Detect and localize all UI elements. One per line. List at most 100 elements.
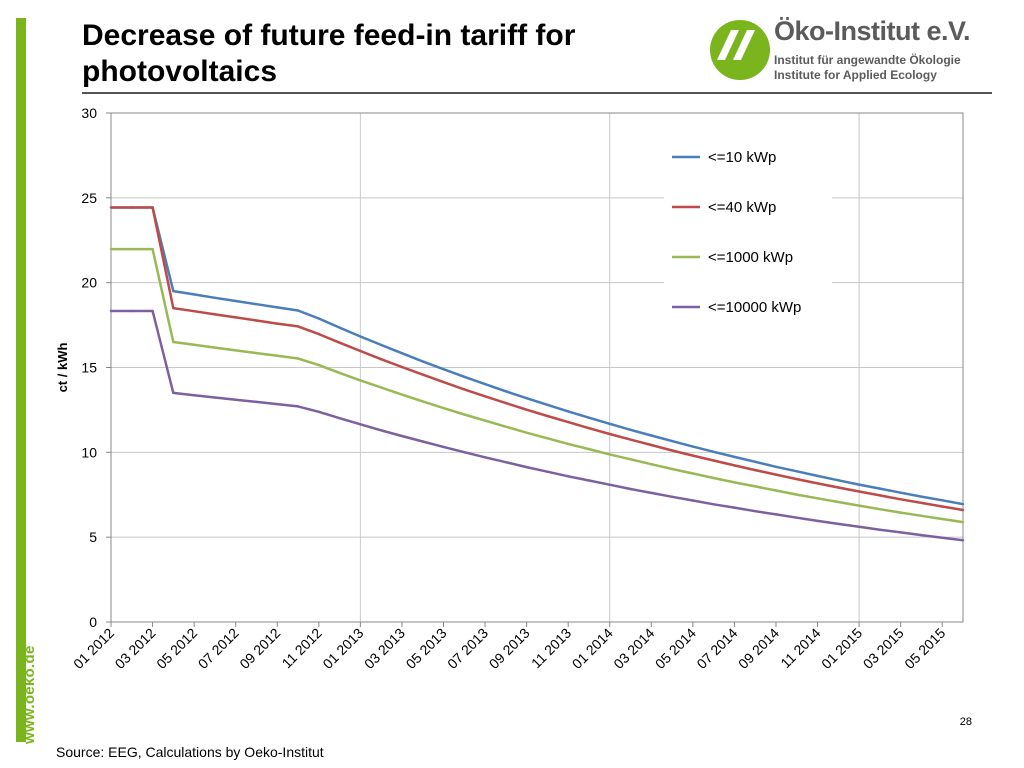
data-point xyxy=(483,382,487,386)
legend-label: <=1000 kWp xyxy=(708,249,793,266)
data-point xyxy=(400,393,404,396)
data-point xyxy=(650,434,653,437)
data-point xyxy=(608,483,611,486)
data-point xyxy=(899,531,902,534)
data-point xyxy=(504,401,507,405)
data-point xyxy=(546,437,549,440)
data-point xyxy=(504,390,507,393)
data-point xyxy=(712,503,715,506)
data-point xyxy=(670,495,674,498)
data-point xyxy=(920,501,923,505)
x-tick-label: 05 2012 xyxy=(153,625,200,672)
data-point xyxy=(359,423,362,426)
data-point xyxy=(795,470,798,473)
data-point xyxy=(359,379,362,382)
data-point xyxy=(941,536,944,539)
data-point xyxy=(691,499,695,502)
data-point xyxy=(442,368,445,371)
chart-grid xyxy=(111,112,963,622)
data-point xyxy=(650,443,653,447)
x-tick-label: 09 2013 xyxy=(486,625,533,672)
data-point xyxy=(276,402,279,406)
x-tick-label: 01 2014 xyxy=(569,625,616,672)
data-point xyxy=(567,442,570,446)
data-point xyxy=(213,313,217,316)
data-point xyxy=(338,341,341,344)
series-line-2 xyxy=(111,247,964,524)
data-point xyxy=(754,468,757,472)
page-title: Decrease of future feed-in tariff for ph… xyxy=(82,19,576,88)
legend-label: <=10 kWp xyxy=(708,149,776,166)
data-point xyxy=(255,303,258,306)
x-tick-label: 07 2012 xyxy=(195,625,242,672)
x-tick-label: 05 2015 xyxy=(901,625,948,672)
x-tick-label: 07 2013 xyxy=(444,625,491,672)
data-point xyxy=(379,358,383,361)
data-point xyxy=(691,454,695,457)
data-point xyxy=(629,438,632,441)
data-point xyxy=(650,463,653,466)
data-point xyxy=(504,425,507,428)
data-point xyxy=(795,493,798,496)
data-point xyxy=(587,447,591,451)
x-tick-label: 03 2013 xyxy=(361,625,408,672)
data-point xyxy=(317,332,320,336)
data-point xyxy=(733,506,736,509)
data-point xyxy=(754,510,757,513)
x-tick-label: 09 2012 xyxy=(236,625,283,672)
data-point xyxy=(338,417,341,420)
data-point xyxy=(234,316,237,319)
data-point xyxy=(920,514,923,517)
data-point xyxy=(670,467,674,471)
data-point xyxy=(546,414,549,418)
x-tick-label: 01 2015 xyxy=(818,625,865,672)
x-tick-label: 01 2012 xyxy=(70,625,117,672)
data-point xyxy=(296,357,300,360)
data-point xyxy=(629,487,632,491)
data-point xyxy=(442,445,445,449)
x-tick-label: 01 2013 xyxy=(319,625,366,672)
data-point xyxy=(317,363,320,367)
data-point xyxy=(483,456,487,459)
data-point xyxy=(379,429,383,432)
data-point xyxy=(857,490,861,493)
data-point xyxy=(276,306,279,309)
chart-series xyxy=(109,206,965,542)
data-point xyxy=(130,309,133,313)
data-point xyxy=(296,405,300,408)
data-point xyxy=(192,394,196,397)
x-tick-label: 05 2013 xyxy=(403,625,450,672)
data-point xyxy=(483,395,487,398)
data-point xyxy=(525,431,528,434)
data-point xyxy=(837,486,840,489)
data-point xyxy=(733,464,736,467)
y-tick-label: 30 xyxy=(81,105,97,121)
x-tick-label: 07 2014 xyxy=(693,625,740,672)
data-point xyxy=(379,343,383,347)
data-point xyxy=(296,309,300,312)
data-point xyxy=(712,459,715,462)
data-point xyxy=(192,310,196,313)
x-tick-label: 03 2015 xyxy=(860,625,907,672)
data-point xyxy=(567,410,570,413)
data-point xyxy=(463,375,466,378)
data-point xyxy=(857,504,861,507)
data-point xyxy=(213,296,217,299)
data-point xyxy=(754,460,757,463)
data-point xyxy=(608,453,611,456)
data-point xyxy=(774,465,778,468)
y-tick-label: 20 xyxy=(81,275,97,291)
data-point xyxy=(525,465,528,469)
data-point xyxy=(733,481,736,484)
data-point xyxy=(712,450,715,453)
data-point xyxy=(317,410,320,413)
data-point xyxy=(733,455,736,459)
plot-frame xyxy=(110,112,964,623)
data-point xyxy=(857,483,861,486)
x-tick-label: 03 2014 xyxy=(610,625,657,672)
data-point xyxy=(608,422,611,425)
data-point xyxy=(920,495,923,498)
data-point xyxy=(213,396,217,399)
data-point xyxy=(442,380,445,384)
data-point xyxy=(338,326,341,329)
